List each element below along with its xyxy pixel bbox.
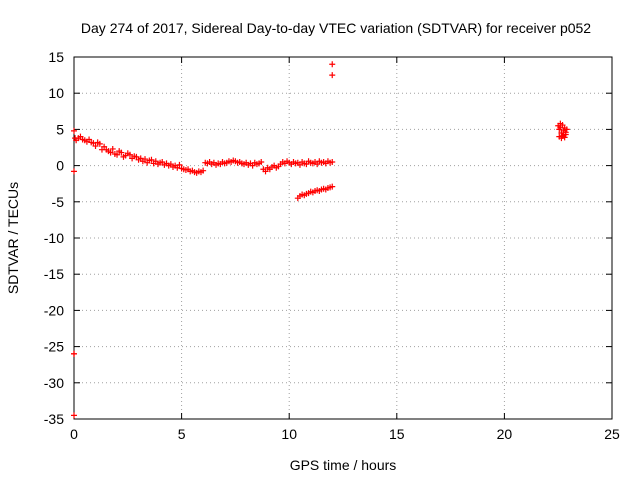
x-tick-labels: 0 5 10 15 20 25 xyxy=(70,426,620,442)
series-outliers xyxy=(71,61,336,419)
axis-ticks xyxy=(73,56,613,420)
data-point xyxy=(96,140,103,147)
y-tick-label: -35 xyxy=(44,411,64,427)
x-tick-label: 20 xyxy=(497,426,513,442)
data-point xyxy=(262,168,269,175)
x-tick-label: 0 xyxy=(70,426,78,442)
grid-lines xyxy=(74,57,612,419)
data-point xyxy=(71,168,77,175)
y-tick-label: 15 xyxy=(48,49,64,65)
y-tick-label: -15 xyxy=(44,266,64,282)
data-point xyxy=(329,61,336,68)
y-tick-label: 10 xyxy=(48,85,64,101)
data-point xyxy=(71,127,77,134)
data-point xyxy=(176,161,183,168)
data-point xyxy=(148,156,155,163)
series-low-arc xyxy=(294,183,336,202)
y-tick-label: -30 xyxy=(44,375,64,391)
x-tick-label: 15 xyxy=(389,426,405,442)
data-points xyxy=(71,61,570,419)
x-tick-label: 25 xyxy=(604,426,620,442)
y-tick-label: -5 xyxy=(52,194,65,210)
x-axis-label: GPS time / hours xyxy=(290,457,397,473)
y-tick-labels: 15 10 5 0 -5 -10 -15 -20 -25 -30 -35 xyxy=(44,49,64,427)
data-point xyxy=(71,350,77,357)
data-point xyxy=(142,156,149,163)
series-late-arc xyxy=(555,120,570,142)
y-tick-label: 5 xyxy=(56,121,64,137)
data-point xyxy=(329,72,336,79)
data-point xyxy=(107,149,114,156)
y-tick-label: 0 xyxy=(56,158,64,174)
y-axis-label: SDTVAR / TECUs xyxy=(5,182,21,294)
data-point xyxy=(561,134,568,141)
data-point xyxy=(563,126,570,133)
data-point xyxy=(109,145,116,152)
data-point xyxy=(329,183,336,190)
chart-title: Day 274 of 2017, Sidereal Day-to-day VTE… xyxy=(81,20,591,36)
data-point xyxy=(92,143,99,150)
data-point xyxy=(118,149,125,156)
x-tick-label: 10 xyxy=(281,426,297,442)
y-tick-label: -10 xyxy=(44,230,64,246)
data-point xyxy=(126,151,133,158)
data-point xyxy=(329,158,336,165)
data-point xyxy=(200,167,207,174)
x-tick-label: 5 xyxy=(178,426,186,442)
y-tick-label: -25 xyxy=(44,339,64,355)
y-tick-label: -20 xyxy=(44,302,64,318)
data-point xyxy=(557,120,564,127)
data-point xyxy=(258,158,265,165)
data-point xyxy=(114,151,121,158)
data-point xyxy=(71,412,77,419)
series-main-arc xyxy=(71,127,336,357)
data-point xyxy=(562,129,569,136)
